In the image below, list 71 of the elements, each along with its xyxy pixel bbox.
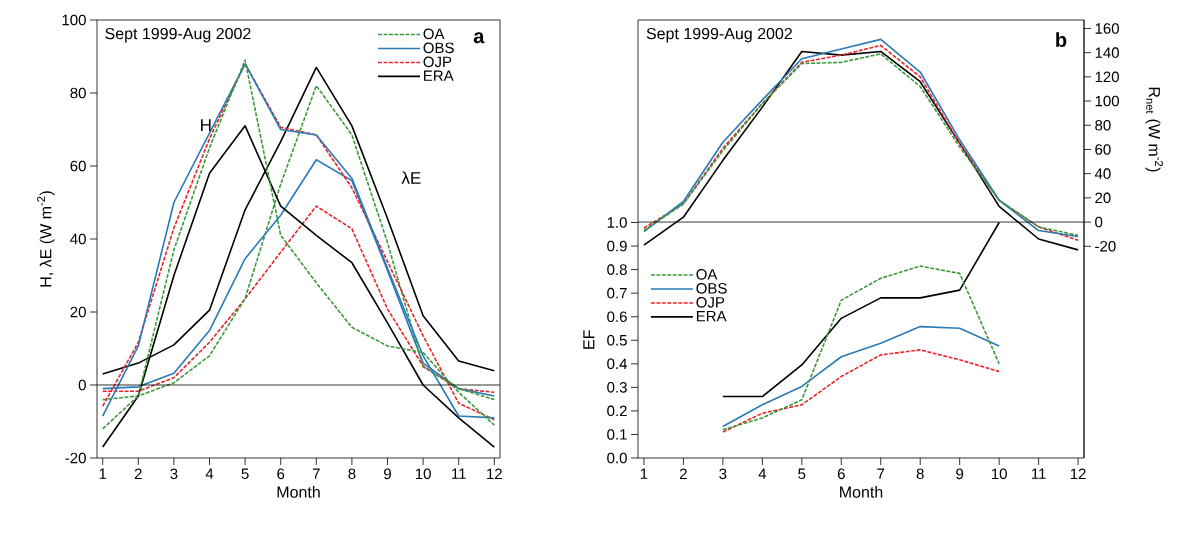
- y-tick-label: 0.6: [607, 311, 627, 323]
- y-tick-label: 80: [70, 87, 86, 99]
- x-tick-label: 12: [487, 468, 502, 480]
- x-tick-label: 8: [348, 468, 356, 480]
- y-tick-label: 0.2: [607, 405, 627, 417]
- annotation: Sept 1999-Aug 2002: [105, 27, 251, 43]
- y-tick-label: 0.1: [607, 429, 627, 440]
- legend-label: OA: [696, 269, 718, 280]
- y2-tick-label: 40: [1094, 168, 1111, 179]
- legend-label: ERA: [424, 70, 454, 81]
- x-tick-label: 3: [170, 468, 178, 480]
- y-tick-label: 0.7: [607, 287, 627, 299]
- x-tick-label: 6: [837, 468, 845, 480]
- x-tick-label: 7: [877, 468, 885, 479]
- x-tick-label: 11: [1031, 468, 1046, 479]
- x-tick-label: 1: [99, 468, 107, 479]
- y2-tick-label: 80: [1095, 119, 1111, 131]
- y2-tick-label: -20: [1095, 240, 1116, 252]
- x-tick-label: 7: [312, 468, 320, 479]
- y-tick-label: 60: [70, 160, 86, 172]
- y2-tick-label: 160: [1095, 23, 1119, 34]
- x-tick-label: 8: [916, 468, 924, 480]
- x-tick-label: 11: [452, 468, 466, 479]
- y-tick-label: 0.8: [607, 264, 627, 275]
- legend-label: ERA: [696, 310, 727, 322]
- legend-label: OBS: [423, 42, 454, 54]
- annotation: λE: [401, 171, 421, 184]
- y-axis-title: H, λE (W m$^{-2}$): [37, 191, 55, 287]
- legend-label: OJP: [423, 56, 452, 68]
- x-tick-label: 10: [415, 468, 431, 480]
- y2-tick-label: 140: [1095, 47, 1119, 58]
- y-tick-label: 100: [62, 14, 86, 26]
- x-tick-label: 5: [798, 468, 806, 479]
- y-axis-title: EF: [583, 330, 595, 349]
- y-tick-label: 0: [78, 379, 86, 391]
- x-tick-label: 12: [1070, 468, 1086, 480]
- x-tick-label: 2: [679, 468, 687, 480]
- x-tick-label: 4: [758, 468, 767, 479]
- x-tick-label: 4: [205, 468, 214, 479]
- x-tick-label: 9: [956, 468, 964, 480]
- y2-tick-label: 60: [1095, 144, 1111, 155]
- x-axis-title: Month: [277, 486, 320, 498]
- y-tick-label: 40: [70, 233, 86, 245]
- x-tick-label: 3: [719, 468, 727, 480]
- y-tick-label: 0.5: [607, 334, 627, 346]
- annotation: a: [473, 32, 485, 44]
- x-tick-label: 2: [134, 468, 142, 480]
- legend-label: OJP: [696, 297, 725, 308]
- legend-label: OA: [423, 28, 445, 40]
- x-tick-label: 10: [991, 468, 1007, 480]
- y-tick-label: 0.0: [607, 452, 627, 464]
- x-tick-label: 1: [640, 468, 648, 479]
- annotation: Sept 1999-Aug 2002: [646, 27, 792, 43]
- y2-tick-label: 100: [1095, 95, 1119, 107]
- y-tick-label: 20: [70, 306, 86, 318]
- y2-tick-label: 120: [1095, 71, 1119, 83]
- y-tick-label: 0.9: [607, 240, 627, 252]
- x-tick-label: 6: [277, 468, 285, 480]
- annotation: H: [201, 119, 211, 131]
- y-tick-label: -20: [65, 452, 86, 464]
- y2-tick-label: 0: [1095, 216, 1103, 228]
- y-tick-label: 0.4: [607, 358, 628, 370]
- y-tick-label: 1.0: [607, 217, 627, 228]
- legend-label: OBS: [696, 283, 727, 294]
- y-tick-label: 0.3: [607, 382, 627, 393]
- x-tick-label: 5: [241, 468, 249, 479]
- x-axis-title: Month: [840, 486, 883, 498]
- x-tick-label: 9: [384, 468, 391, 480]
- y2-tick-label: 20: [1095, 192, 1111, 204]
- y2-axis-title: R$_{net}$ (W m$^{-2}$): [1145, 87, 1163, 172]
- annotation: b: [1056, 32, 1067, 47]
